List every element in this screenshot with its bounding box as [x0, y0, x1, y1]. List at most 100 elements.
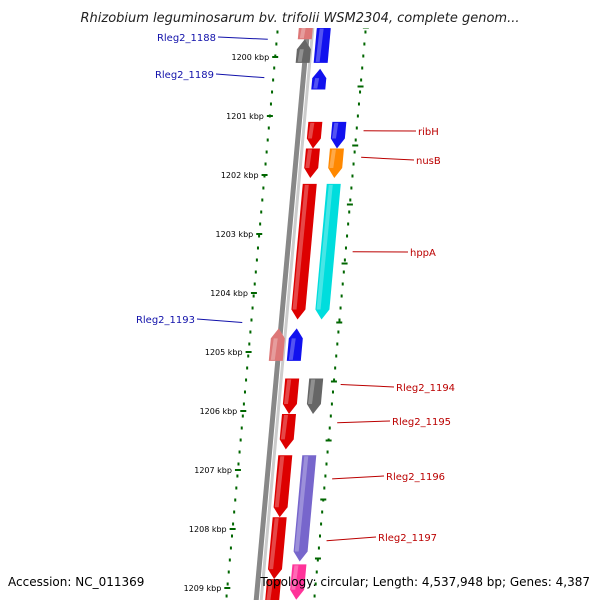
tick-label: 1205 kbp — [205, 348, 243, 357]
tick-label: 1203 kbp — [216, 230, 254, 239]
gene-arrow — [330, 121, 347, 149]
guide-dot — [251, 306, 254, 310]
gene-highlight — [305, 149, 312, 168]
gene-arrow — [268, 517, 287, 580]
guide-dot — [264, 162, 267, 166]
gene-label-right: hppA — [410, 248, 436, 259]
minor-tick — [330, 380, 337, 383]
gene-highlight — [313, 78, 320, 89]
guide-dot — [259, 222, 262, 226]
gene-highlight — [280, 414, 289, 440]
gene-arrow — [306, 121, 323, 149]
guide-dot — [250, 318, 253, 322]
tick-label: 1206 kbp — [200, 407, 238, 416]
guide-dot — [329, 414, 332, 418]
gene-label-right: Rleg2_1194 — [396, 383, 455, 394]
guide-dot — [241, 414, 244, 418]
tick-label: 1201 kbp — [226, 112, 264, 121]
label-leader-line — [332, 475, 385, 480]
gene-arrow — [306, 378, 324, 414]
guide-dot — [364, 30, 367, 34]
gene-highlight — [315, 28, 324, 62]
gene-highlight — [274, 456, 285, 508]
gene-arrow — [273, 455, 293, 518]
minor-tick — [336, 321, 343, 324]
guide-dot — [335, 354, 338, 358]
guide-dot — [323, 486, 326, 490]
guide-dot — [271, 90, 274, 94]
guide-dot — [275, 42, 278, 46]
label-leader-line — [361, 156, 415, 161]
guide-dot — [348, 210, 351, 214]
guide-dot — [346, 234, 349, 238]
guide-dot — [330, 402, 333, 406]
gene-highlight — [316, 184, 333, 310]
major-tick — [224, 587, 231, 589]
guide-dot — [247, 354, 250, 358]
accession-text: Accession: NC_011369 — [8, 575, 144, 589]
guide-dot — [242, 402, 245, 406]
gene-arrow — [315, 183, 341, 320]
minor-tick — [341, 262, 348, 265]
guide-dot — [229, 546, 232, 550]
guide-dot — [266, 138, 269, 142]
gene-highlight — [284, 379, 292, 404]
guide-dot — [249, 330, 252, 334]
guide-dot — [340, 294, 343, 298]
guide-dot — [233, 510, 236, 514]
guide-dot — [353, 150, 356, 154]
guide-dot — [255, 258, 258, 262]
gene-highlight — [294, 456, 309, 552]
label-leader-line — [340, 383, 395, 388]
guide-dot — [356, 114, 359, 118]
gene-arrow — [282, 378, 300, 414]
guide-dot — [343, 258, 346, 262]
label-leader-line — [196, 318, 243, 323]
guide-dot — [350, 186, 353, 190]
tick-label: 1208 kbp — [189, 525, 227, 534]
label-leader-line — [217, 36, 268, 40]
minor-tick — [346, 203, 353, 206]
guide-dot — [317, 546, 320, 550]
gene-arrow — [328, 148, 344, 178]
guide-dot — [230, 534, 233, 538]
guide-dot — [354, 138, 357, 142]
guide-dot — [274, 54, 277, 58]
guide-dot — [349, 198, 352, 202]
tick-label: 1202 kbp — [221, 171, 259, 180]
gene-arrow — [268, 328, 285, 361]
gene-label-right: ribH — [418, 127, 439, 138]
minor-tick — [325, 439, 332, 442]
guide-dot — [357, 102, 360, 106]
guide-dot — [326, 450, 329, 454]
guide-dot — [339, 306, 342, 310]
map-title: Rhizobium leguminosarum bv. trifolii WSM… — [81, 11, 520, 26]
guide-dot — [321, 510, 324, 514]
gene-highlight — [329, 149, 336, 168]
guide-dot — [314, 582, 317, 586]
major-tick — [256, 233, 263, 235]
guide-dot — [253, 282, 256, 286]
gene-arrow — [286, 328, 303, 361]
guide-dot — [261, 198, 264, 202]
lane-guides — [225, 6, 369, 598]
guide-dot — [360, 78, 363, 82]
minor-tick — [314, 557, 321, 560]
gene-arrow — [304, 148, 320, 178]
guide-dot — [315, 570, 318, 574]
gene-highlight — [299, 27, 306, 39]
guide-dot — [324, 474, 327, 478]
guide-dot — [243, 390, 246, 394]
guide-dot — [265, 150, 268, 154]
gene-highlight — [297, 49, 304, 62]
guide-dot — [351, 174, 354, 178]
minor-tick — [357, 85, 364, 88]
gene-label-left: Rleg2_1189 — [155, 70, 214, 81]
major-tick — [234, 469, 241, 471]
gene-arrow — [265, 579, 282, 600]
backbone-shadow — [259, 0, 317, 600]
guide-dot — [318, 534, 321, 538]
gene-highlight — [288, 338, 296, 360]
guide-dot — [239, 438, 242, 442]
